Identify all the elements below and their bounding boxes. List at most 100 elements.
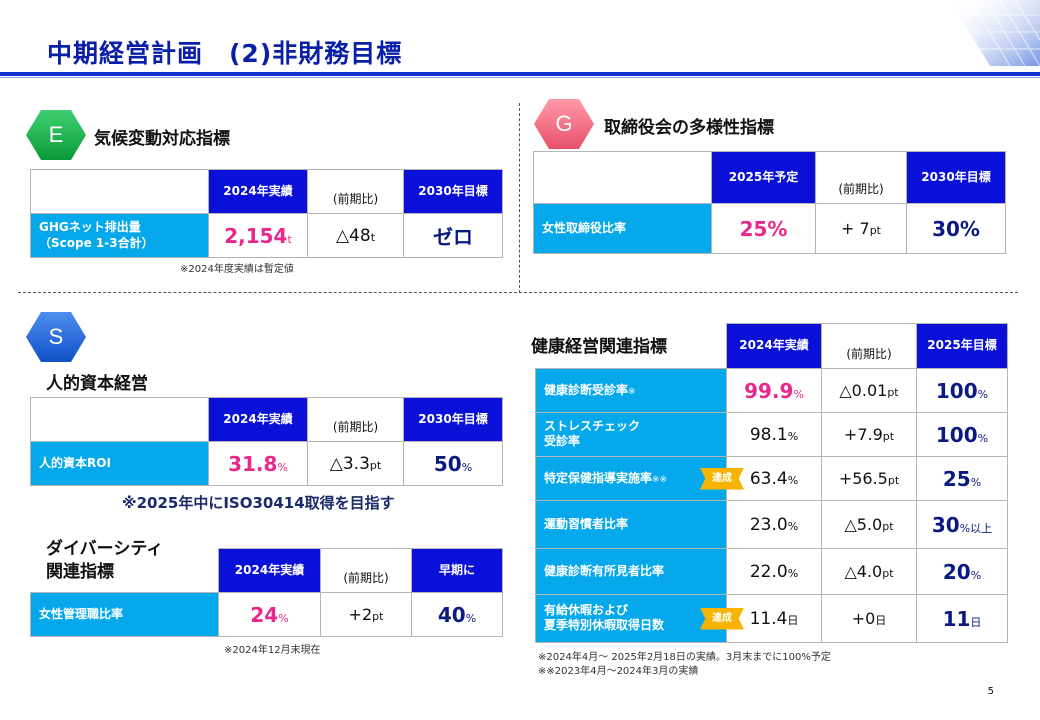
health-actual-unit: 日 xyxy=(787,613,799,627)
gov-header-target: 2030年目標 xyxy=(906,151,1006,204)
gov-table: 2025年予定 (前期比) 2030年目標 女性取締役比率 25% + 7pt … xyxy=(533,151,1006,254)
health-diff: +0 xyxy=(851,609,876,628)
div-target-unit: % xyxy=(465,611,477,625)
health-actual: 63.4 xyxy=(749,468,788,489)
div-actual: 24 xyxy=(250,602,279,627)
hc-actual-unit: % xyxy=(277,460,288,474)
div-target-cell: 40% xyxy=(411,592,503,637)
health-diff: +7.9 xyxy=(843,425,883,444)
health-diff-cell: △4.0pt xyxy=(821,548,917,595)
social-badge: S xyxy=(26,312,86,362)
health-actual-unit: % xyxy=(787,566,799,580)
div-diff-cell: +2pt xyxy=(320,592,412,637)
env-table: 2024年実績 (前期比) 2030年目標 GHGネット排出量 （Scope 1… xyxy=(30,169,503,258)
hc-diff: △3.3 xyxy=(329,453,370,474)
health-diff: △4.0 xyxy=(844,562,883,581)
health-note-2: ※※2023年4月～2024年3月の実績 xyxy=(538,666,699,677)
health-actual-cell: 23.0% xyxy=(726,500,822,549)
health-actual: 22.0 xyxy=(749,561,788,582)
gov-header-diff: (前期比) xyxy=(815,151,907,204)
diversity-row-table: 女性管理職比率 24% +2pt 40% xyxy=(30,592,503,637)
section-divider-horizontal xyxy=(18,292,1018,293)
div-actual-cell: 24% xyxy=(218,592,321,637)
health-row-label: 健康診断有所見者比率 xyxy=(544,563,665,578)
health-row-label-cell: 特定保健指導実施率※※ 達成 xyxy=(535,456,744,501)
health-target-unit: % xyxy=(970,568,982,582)
health-diff-cell: +56.5pt xyxy=(821,456,917,501)
health-diff-unit: pt xyxy=(882,520,894,533)
env-diff-cell: △48t xyxy=(307,213,404,258)
health-target: 30 xyxy=(931,512,960,537)
hc-header-diff: (前期比) xyxy=(307,397,404,442)
health-row-label: 運動習慣者比率 xyxy=(544,516,629,531)
gov-row-label: 女性取締役比率 xyxy=(533,203,712,254)
health-actual: 99.9 xyxy=(744,378,794,403)
hc-actual-cell: 31.8% xyxy=(208,441,308,486)
health-diff-unit: pt xyxy=(887,474,900,487)
health-row: 健康診断有所見者比率 22.0% △4.0pt 20% xyxy=(535,548,1008,595)
health-row-label: ストレスチェック 受診率 xyxy=(544,418,641,449)
health-actual-cell: 11.4日 xyxy=(726,594,822,643)
health-diff-cell: +7.9pt xyxy=(821,412,917,457)
env-diff-unit: t xyxy=(370,230,376,244)
diversity-heading: ダイバーシティ 関連指標 xyxy=(46,539,164,582)
hc-target-cell: 50% xyxy=(403,441,503,486)
title-rule-thin xyxy=(0,77,1040,78)
health-diff: △0.01 xyxy=(839,381,888,400)
health-diff-cell: △5.0pt xyxy=(821,500,917,549)
governance-badge: G xyxy=(534,99,594,149)
hc-diff-unit: pt xyxy=(369,458,382,472)
div-diff: +2 xyxy=(348,605,373,624)
health-row: 有給休暇および 夏季特別休暇取得日数 達成 11.4日 +0日 11日 xyxy=(535,594,1008,643)
div-header-actual: 2024年実績 xyxy=(218,548,321,593)
health-row: 特定保健指導実施率※※ 達成 63.4% +56.5pt 25% xyxy=(535,456,1008,501)
health-actual: 11.4 xyxy=(749,608,788,629)
env-header-actual: 2024年実績 xyxy=(208,169,308,214)
env-target: ゼロ xyxy=(433,225,473,249)
health-actual-cell: 99.9% xyxy=(726,368,822,413)
health-row-label-cell: 健康診断受診率※ xyxy=(535,368,727,413)
health-diff: △5.0 xyxy=(844,515,883,534)
health-target-unit: % xyxy=(970,475,982,489)
health-actual-cell: 63.4% xyxy=(726,456,822,501)
env-diff: △48 xyxy=(335,225,371,246)
health-actual-unit: % xyxy=(787,473,799,487)
title-rule xyxy=(0,72,1040,76)
env-target-cell: ゼロ xyxy=(403,213,503,258)
section-divider-vertical xyxy=(519,103,520,293)
health-row-label-cell: 有給休暇および 夏季特別休暇取得日数 達成 xyxy=(535,594,744,643)
iso-goal-note: ※2025年中にISO30414取得を目指す xyxy=(122,494,395,512)
env-note: ※2024年度実績は暫定値 xyxy=(180,264,294,275)
gov-actual-cell: 25% xyxy=(711,203,816,254)
health-target-unit: % xyxy=(977,431,989,445)
health-heading: 健康経営関連指標 xyxy=(531,337,667,357)
env-row-label: GHGネット排出量 （Scope 1-3合計） xyxy=(30,213,209,258)
health-row: ストレスチェック 受診率 98.1% +7.9pt 100% xyxy=(535,412,1008,457)
health-diff-unit: 日 xyxy=(875,614,887,627)
achieved-badge: 達成 xyxy=(700,607,744,630)
health-row-label: 有給休暇および 夏季特別休暇取得日数 xyxy=(544,602,665,633)
div-target: 40 xyxy=(437,602,466,627)
health-actual-unit: % xyxy=(787,429,799,443)
health-header-table: 2024年実績 (前期比) 2025年目標 xyxy=(726,323,1008,369)
hc-header-target: 2030年目標 xyxy=(403,397,503,442)
corner-decoration xyxy=(950,0,1040,66)
health-row: 健康診断受診率※ 99.9% △0.01pt 100% xyxy=(535,368,1008,413)
health-actual-unit: % xyxy=(793,387,804,401)
gov-heading: 取締役会の多様性指標 xyxy=(604,118,774,138)
div-header-target: 早期に xyxy=(411,548,503,593)
health-target: 20 xyxy=(942,559,971,584)
hc-target: 50 xyxy=(433,451,462,476)
gov-target-cell: 30% xyxy=(906,203,1006,254)
div-actual-unit: % xyxy=(278,611,289,625)
health-diff-unit: pt xyxy=(882,430,895,443)
health-target: 25 xyxy=(942,466,971,491)
health-target: 100 xyxy=(935,378,978,403)
env-actual-unit: t xyxy=(287,232,292,246)
health-diff: +56.5 xyxy=(838,469,888,488)
div-row-label: 女性管理職比率 xyxy=(30,592,219,637)
page-number: 5 xyxy=(987,686,994,697)
health-actual-unit: % xyxy=(787,519,799,533)
health-row-label: 健康診断受診率 xyxy=(544,382,629,397)
env-header-target: 2030年目標 xyxy=(403,169,503,214)
